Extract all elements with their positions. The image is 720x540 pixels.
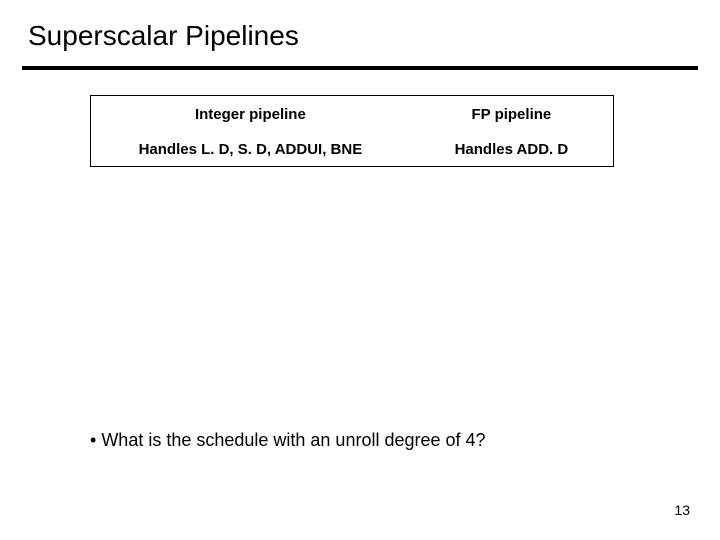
bullet-question: What is the schedule with an unroll degr… xyxy=(90,430,486,451)
col-header-integer: Integer pipeline xyxy=(91,96,410,133)
cell-fp-handles: Handles ADD. D xyxy=(410,133,613,166)
table-header-row: Integer pipeline FP pipeline xyxy=(91,96,613,133)
slide-title: Superscalar Pipelines xyxy=(28,20,299,52)
col-header-fp: FP pipeline xyxy=(410,96,613,133)
slide: Superscalar Pipelines Integer pipeline F… xyxy=(0,0,720,540)
page-number: 13 xyxy=(674,502,690,518)
pipeline-table: Integer pipeline FP pipeline Handles L. … xyxy=(90,95,614,167)
title-underline xyxy=(22,66,698,70)
cell-integer-handles: Handles L. D, S. D, ADDUI, BNE xyxy=(91,133,410,166)
table-row: Handles L. D, S. D, ADDUI, BNE Handles A… xyxy=(91,133,613,166)
